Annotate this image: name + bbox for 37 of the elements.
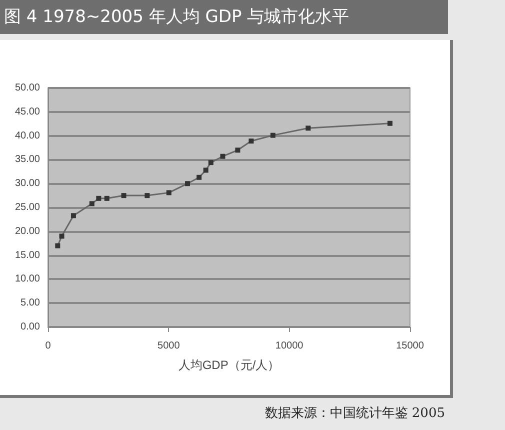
point [220, 154, 226, 159]
point [208, 160, 214, 166]
point [184, 181, 190, 186]
y-tick-label: 30.00 [14, 178, 40, 190]
chart-title: 图 4 1978~2005 年人均 GDP 与城市化水平 [0, 0, 448, 34]
y-tick-label: 20.00 [14, 226, 40, 237]
x-tick-label: 10000 [275, 340, 304, 352]
y-tick-label: 0.00 [20, 322, 40, 332]
y-tick-label: 45.00 [14, 106, 40, 118]
x-tick-label: 15000 [396, 340, 424, 352]
point [144, 193, 150, 198]
point [270, 132, 276, 138]
point [306, 126, 311, 131]
y-tick-label: 50.00 [14, 82, 40, 94]
point [96, 196, 102, 201]
point [55, 243, 60, 248]
x-axis-title: 人均GDP（元/人） [178, 358, 280, 372]
point [196, 174, 202, 180]
y-tick-label: 10.00 [14, 274, 40, 285]
point [166, 190, 172, 196]
point [235, 148, 240, 153]
y-tick-label: 25.00 [14, 202, 40, 213]
point [387, 120, 392, 126]
source-note: 数据来源：中国统计年鉴 2005 [264, 405, 445, 422]
point [203, 168, 208, 173]
point [70, 213, 76, 218]
x-tick-label: 5000 [158, 340, 180, 352]
point [104, 196, 110, 201]
y-tick-label: 5.00 [20, 298, 40, 309]
point [59, 234, 64, 239]
y-tick-label: 40.00 [14, 130, 40, 142]
x-tick-label: 0 [45, 340, 52, 352]
y-tick-label: 35.00 [14, 154, 40, 166]
y-tick-label: 15.00 [14, 250, 40, 261]
point [248, 138, 254, 144]
point [89, 201, 94, 206]
point [121, 193, 126, 198]
